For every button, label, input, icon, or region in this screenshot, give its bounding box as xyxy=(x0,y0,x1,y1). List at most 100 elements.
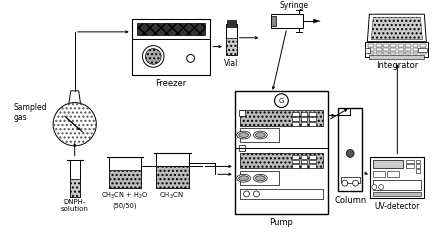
Bar xyxy=(132,19,210,75)
Bar xyxy=(309,164,316,168)
Text: Sampled
gas: Sampled gas xyxy=(14,103,47,122)
Bar xyxy=(292,122,299,126)
Bar xyxy=(227,20,236,27)
Bar xyxy=(309,117,316,121)
Circle shape xyxy=(253,191,259,197)
Bar xyxy=(373,171,385,177)
Bar xyxy=(240,171,279,185)
Text: DNPH-
solution: DNPH- solution xyxy=(61,199,89,212)
Bar xyxy=(391,48,396,50)
Ellipse shape xyxy=(239,176,249,181)
Ellipse shape xyxy=(237,174,250,182)
Bar xyxy=(413,44,418,47)
Bar xyxy=(156,166,189,188)
Ellipse shape xyxy=(253,131,267,139)
Text: Integrator: Integrator xyxy=(376,61,418,70)
Bar xyxy=(292,164,299,168)
Bar xyxy=(368,48,374,50)
Circle shape xyxy=(353,180,358,186)
Ellipse shape xyxy=(237,131,250,139)
Text: Freezer: Freezer xyxy=(155,79,186,88)
Bar xyxy=(338,108,363,191)
Bar xyxy=(309,112,316,116)
Text: G: G xyxy=(279,98,284,104)
Ellipse shape xyxy=(253,174,267,182)
Text: Syringe: Syringe xyxy=(279,1,308,10)
Polygon shape xyxy=(68,91,82,110)
Bar xyxy=(405,48,411,50)
Bar xyxy=(300,117,308,121)
Bar xyxy=(406,159,413,163)
Circle shape xyxy=(143,46,164,67)
Bar xyxy=(137,23,205,35)
Bar xyxy=(406,164,413,168)
Bar xyxy=(416,159,421,163)
Bar xyxy=(383,44,389,47)
Circle shape xyxy=(187,54,194,62)
Bar xyxy=(292,159,299,163)
Bar xyxy=(240,153,323,168)
Bar xyxy=(239,110,245,116)
Bar xyxy=(373,159,403,168)
Ellipse shape xyxy=(255,133,265,137)
Bar xyxy=(420,51,426,54)
Bar xyxy=(373,192,422,196)
Ellipse shape xyxy=(239,133,249,137)
Bar xyxy=(300,155,308,159)
Circle shape xyxy=(346,149,354,157)
Bar xyxy=(239,145,245,151)
Bar xyxy=(365,48,370,52)
Bar xyxy=(370,157,424,198)
Bar xyxy=(391,44,396,47)
Bar xyxy=(420,44,426,47)
Bar xyxy=(300,164,308,168)
Bar xyxy=(420,48,426,50)
Bar xyxy=(398,44,404,47)
Bar xyxy=(405,51,411,54)
Bar xyxy=(341,177,359,183)
Bar xyxy=(365,42,428,57)
Bar xyxy=(369,55,424,59)
Bar xyxy=(70,159,80,197)
Polygon shape xyxy=(371,17,422,40)
Bar xyxy=(300,159,308,163)
Text: Vial: Vial xyxy=(224,59,239,68)
Bar xyxy=(240,128,279,142)
Bar xyxy=(292,155,299,159)
Bar xyxy=(292,112,299,116)
Bar xyxy=(413,51,418,54)
Bar xyxy=(309,159,316,163)
Bar xyxy=(416,169,421,173)
Bar xyxy=(292,117,299,121)
Bar xyxy=(226,38,237,55)
Bar xyxy=(300,122,308,126)
Text: Pump: Pump xyxy=(270,219,293,228)
Bar xyxy=(398,48,404,50)
Bar xyxy=(109,157,142,188)
Bar xyxy=(240,189,323,199)
Text: CH$_3$CN + H$_2$O
(50/50): CH$_3$CN + H$_2$O (50/50) xyxy=(101,191,148,209)
Polygon shape xyxy=(313,19,320,23)
Bar xyxy=(70,179,80,197)
Bar xyxy=(376,44,382,47)
Bar xyxy=(368,51,374,54)
Text: CH$_3$CN: CH$_3$CN xyxy=(160,191,185,201)
Bar xyxy=(226,24,237,55)
Bar xyxy=(240,110,323,126)
Polygon shape xyxy=(367,14,426,42)
Bar xyxy=(271,14,303,28)
Bar xyxy=(376,48,382,50)
Bar xyxy=(309,122,316,126)
Bar xyxy=(398,51,404,54)
Bar xyxy=(156,153,189,188)
Text: UV-detector: UV-detector xyxy=(375,202,420,211)
Bar xyxy=(405,44,411,47)
Bar xyxy=(309,155,316,159)
Ellipse shape xyxy=(255,176,265,181)
Bar xyxy=(413,48,418,50)
Bar xyxy=(387,171,399,177)
Bar xyxy=(373,180,422,190)
Circle shape xyxy=(372,184,377,190)
Circle shape xyxy=(244,191,249,197)
Bar xyxy=(416,164,421,168)
